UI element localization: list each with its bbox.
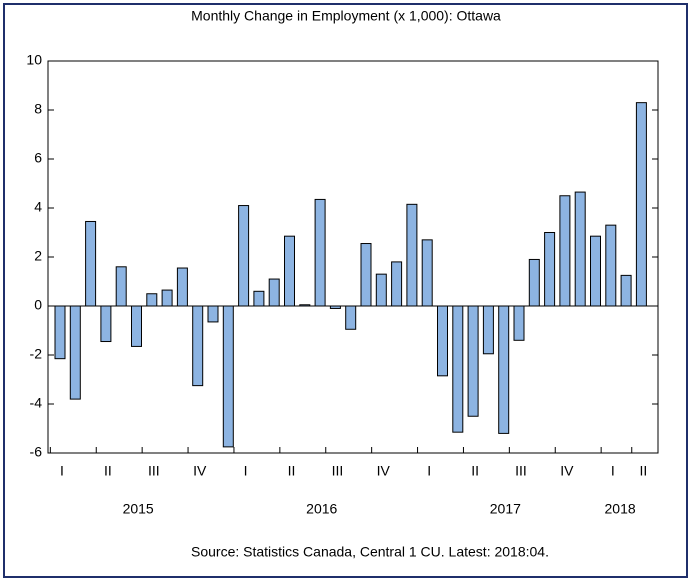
year-label: 2018 xyxy=(605,501,636,517)
bar xyxy=(207,305,219,323)
year-label: 2017 xyxy=(490,501,521,517)
bar xyxy=(299,304,311,307)
x-tick-label: I xyxy=(611,463,615,479)
bar xyxy=(54,305,66,360)
bar xyxy=(192,305,204,387)
y-tick-label: 10 xyxy=(26,52,42,68)
year-label: 2015 xyxy=(123,501,154,517)
y-tick-label: -4 xyxy=(30,395,43,411)
x-tick-label: IV xyxy=(560,463,574,479)
bar xyxy=(391,261,403,307)
y-tick-label: 2 xyxy=(34,248,42,264)
bar xyxy=(605,224,617,307)
bar xyxy=(360,243,372,307)
x-tick-label: IV xyxy=(193,463,207,479)
bar xyxy=(544,232,556,307)
bar xyxy=(635,102,647,307)
bar xyxy=(467,305,479,417)
bar xyxy=(375,273,387,307)
x-tick-label: I xyxy=(427,463,431,479)
bar xyxy=(452,305,464,433)
bar xyxy=(161,289,173,307)
year-label: 2016 xyxy=(306,501,337,517)
y-tick-label: -2 xyxy=(30,346,43,362)
y-tick-label: 4 xyxy=(34,199,42,215)
y-tick-label: 8 xyxy=(34,101,42,117)
bar xyxy=(284,235,295,307)
bar xyxy=(513,305,525,341)
x-tick-label: I xyxy=(244,463,248,479)
bar xyxy=(498,305,510,434)
bar xyxy=(482,305,494,355)
bar xyxy=(238,205,250,307)
bar xyxy=(574,191,586,307)
bar xyxy=(100,305,112,343)
x-tick-label: III xyxy=(148,463,160,479)
bar xyxy=(559,195,571,307)
x-tick-label: II xyxy=(104,463,112,479)
x-tick-label: III xyxy=(332,463,344,479)
x-tick-label: I xyxy=(60,463,64,479)
plot-frame xyxy=(47,60,659,454)
bar xyxy=(268,278,280,307)
y-tick-label: -6 xyxy=(30,444,43,460)
source-note: Source: Statistics Canada, Central 1 CU.… xyxy=(191,544,549,560)
x-tick-label: II xyxy=(288,463,296,479)
bar xyxy=(329,305,341,309)
bar xyxy=(314,198,326,307)
x-tick-label: II xyxy=(471,463,479,479)
y-tick-label: 6 xyxy=(34,150,42,166)
y-tick-label: 0 xyxy=(34,297,42,313)
bar xyxy=(620,274,632,307)
bar xyxy=(131,305,142,347)
bar xyxy=(406,203,418,307)
bar xyxy=(176,267,188,307)
bar xyxy=(345,305,357,330)
bar xyxy=(85,220,97,307)
x-tick-label: III xyxy=(515,463,527,479)
bar xyxy=(421,239,433,307)
bar xyxy=(222,305,234,448)
bar xyxy=(590,235,601,307)
bar xyxy=(146,293,158,307)
bar xyxy=(253,290,265,307)
x-tick-label: II xyxy=(640,463,648,479)
bar xyxy=(528,258,540,307)
bar xyxy=(115,266,127,307)
chart-title: Monthly Change in Employment (x 1,000): … xyxy=(191,8,501,24)
x-tick-label: IV xyxy=(377,463,391,479)
bar xyxy=(69,305,81,400)
bar xyxy=(437,305,448,377)
